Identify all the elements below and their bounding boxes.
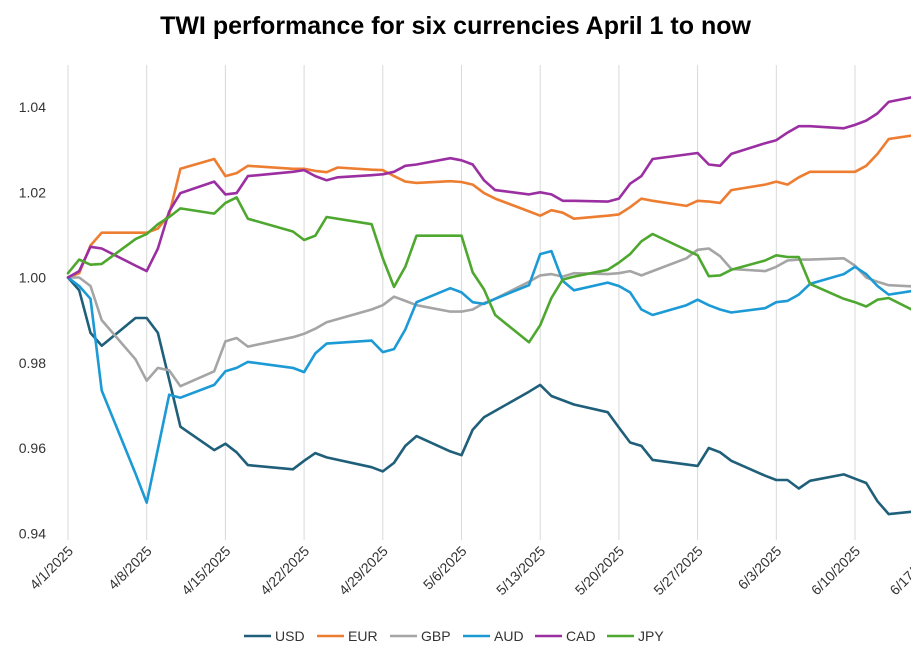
series-lines [66, 96, 911, 516]
chart-title: TWI performance for six currencies April… [160, 12, 751, 40]
legend-label-aud: AUD [494, 628, 524, 644]
x-tick-label: 4/22/2025 [257, 543, 313, 599]
y-axis: 0.94 0.96 0.98 1.00 1.02 1.04 [19, 99, 46, 541]
x-tick-label: 5/27/2025 [650, 543, 706, 599]
x-tick-label: 6/17/2025 [886, 543, 911, 599]
series-line-eur [66, 134, 911, 279]
legend-label-jpy: JPY [638, 628, 664, 644]
x-tick-label: 4/1/2025 [26, 543, 76, 593]
series-line-gbp [66, 247, 911, 388]
y-tick-label: 0.94 [19, 525, 46, 541]
legend-label-gbp: GBP [421, 628, 451, 644]
series-line-jpy [66, 196, 911, 344]
x-tick-label: 4/29/2025 [336, 543, 392, 599]
y-tick-label: 0.98 [19, 355, 46, 371]
x-tick-label: 4/8/2025 [105, 543, 155, 593]
x-tick-label: 5/13/2025 [493, 543, 549, 599]
x-axis: 4/1/2025 4/8/2025 4/15/2025 4/22/2025 4/29/2… [26, 543, 911, 599]
x-tick-label: 6/3/2025 [735, 543, 785, 593]
x-tick-label: 4/15/2025 [178, 543, 234, 599]
series-line-aud [66, 249, 911, 504]
series-line-usd [66, 276, 911, 516]
y-tick-label: 1.02 [19, 184, 46, 200]
x-tick-label: 6/10/2025 [808, 543, 864, 599]
x-tick-label: 5/20/2025 [572, 543, 628, 599]
y-tick-label: 1.00 [19, 270, 46, 286]
y-tick-label: 1.04 [19, 99, 46, 115]
legend: USD EUR GBP AUD CAD JPY [244, 628, 664, 644]
y-tick-label: 0.96 [19, 440, 46, 456]
legend-label-cad: CAD [566, 628, 596, 644]
x-tick-label: 5/6/2025 [420, 543, 470, 593]
series-line-cad [66, 96, 911, 279]
legend-label-usd: USD [275, 628, 305, 644]
legend-label-eur: EUR [348, 628, 378, 644]
